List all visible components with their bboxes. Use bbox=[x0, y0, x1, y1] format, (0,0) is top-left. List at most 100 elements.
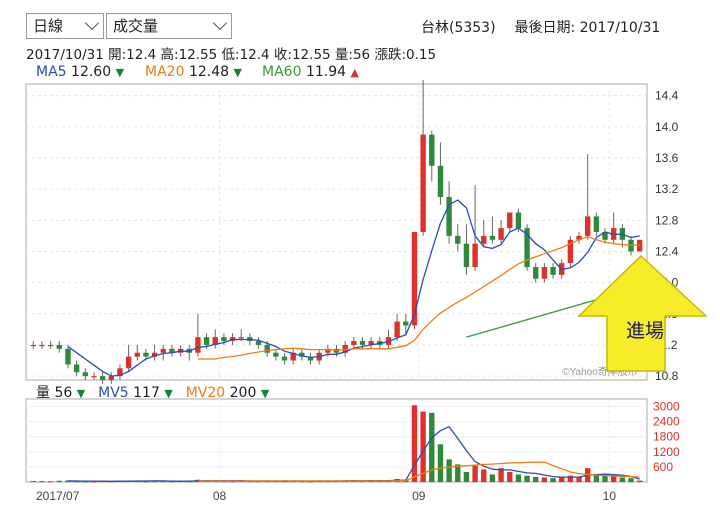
x-tick-label: 2017/07 bbox=[36, 489, 80, 503]
volume-bar bbox=[541, 477, 548, 482]
candle-body bbox=[108, 376, 114, 380]
quote-change: 漲跌:0.15 bbox=[374, 47, 437, 63]
candle bbox=[195, 313, 201, 357]
volume-bar bbox=[65, 480, 71, 482]
volume-bar bbox=[281, 481, 288, 483]
candle bbox=[108, 372, 114, 384]
volume-bar bbox=[567, 475, 574, 482]
candle bbox=[212, 329, 218, 349]
candle-body bbox=[567, 239, 574, 264]
volume-bar bbox=[229, 481, 236, 483]
volume-bar bbox=[559, 476, 565, 482]
volume-bar bbox=[429, 412, 435, 482]
candle-body bbox=[56, 344, 63, 349]
candle bbox=[481, 220, 487, 248]
volume-bar bbox=[610, 476, 617, 482]
candle-body bbox=[264, 344, 270, 353]
candle bbox=[290, 348, 296, 365]
candle bbox=[169, 344, 175, 357]
candle-body bbox=[169, 348, 175, 353]
volume-bar bbox=[602, 475, 608, 482]
candle bbox=[281, 352, 288, 365]
candle-body bbox=[533, 267, 539, 279]
volume-bar bbox=[515, 474, 522, 482]
candle bbox=[186, 344, 192, 361]
indicator-select[interactable]: 成交量 bbox=[106, 13, 232, 39]
volume-bar bbox=[472, 465, 478, 482]
candle bbox=[420, 80, 426, 236]
candle bbox=[30, 341, 37, 349]
candle bbox=[299, 348, 305, 361]
volume-bar bbox=[481, 469, 487, 482]
candle bbox=[99, 372, 106, 384]
volume-value: 56 bbox=[54, 385, 73, 401]
candle bbox=[472, 185, 478, 271]
candle-body bbox=[325, 348, 331, 353]
volume-legend: 量 56 ▼ MV5 117 ▼ MV20 200 ▼ bbox=[36, 382, 269, 402]
candle-body bbox=[99, 376, 106, 380]
candle-body bbox=[385, 337, 392, 345]
volume-bar bbox=[463, 471, 470, 482]
ma5-value: 12.60 bbox=[71, 64, 112, 80]
candle-body bbox=[394, 321, 400, 338]
volume-bar bbox=[507, 471, 513, 482]
candle-body bbox=[30, 344, 37, 347]
price-tick-label: 12.4 bbox=[655, 244, 679, 258]
candle-body bbox=[411, 232, 418, 326]
volume-bar bbox=[446, 459, 452, 482]
candle-body bbox=[507, 212, 513, 229]
x-tick-label: 08 bbox=[213, 489, 227, 503]
candle bbox=[533, 263, 539, 283]
quote-volume: 量:56 bbox=[334, 47, 371, 63]
candle-body bbox=[117, 368, 123, 377]
candle bbox=[351, 337, 357, 349]
price-tick-label: 10.8 bbox=[655, 369, 679, 383]
candle-body bbox=[290, 352, 296, 361]
candle-body bbox=[481, 235, 487, 244]
candle-body bbox=[498, 228, 504, 240]
volume-bar bbox=[39, 481, 45, 483]
candle-body bbox=[576, 235, 582, 240]
candle bbox=[394, 313, 400, 342]
candle-body bbox=[307, 356, 314, 361]
candle bbox=[39, 341, 45, 349]
candle bbox=[446, 181, 452, 244]
volume-tick-label: 2400 bbox=[653, 415, 680, 429]
candle bbox=[368, 337, 374, 349]
candle-body bbox=[359, 341, 366, 345]
volume-bar bbox=[576, 476, 582, 482]
mv5-line bbox=[67, 425, 640, 482]
candle bbox=[585, 154, 591, 240]
period-select[interactable]: 日線 bbox=[26, 13, 104, 39]
ma20-legend: MA20 12.48 ▼ bbox=[145, 64, 242, 80]
candle-body bbox=[125, 356, 132, 369]
candle-body bbox=[524, 228, 530, 268]
ma5-label: MA5 bbox=[36, 64, 67, 80]
candle-body bbox=[429, 134, 435, 166]
candle-body bbox=[299, 352, 305, 357]
candle-body bbox=[437, 165, 444, 197]
down-triangle-icon: ▼ bbox=[164, 387, 173, 400]
candle-body bbox=[221, 337, 227, 342]
volume-tick-label: 1200 bbox=[653, 445, 680, 459]
volume-bar bbox=[619, 477, 626, 482]
candle bbox=[576, 232, 582, 244]
candle bbox=[82, 368, 88, 380]
candle-body bbox=[255, 341, 262, 345]
candle-body bbox=[212, 337, 218, 345]
price-tick-label: 13.6 bbox=[655, 151, 679, 165]
candle-body bbox=[351, 341, 357, 345]
candle-body bbox=[446, 196, 452, 236]
ma60-legend: MA60 11.94 ▲ bbox=[262, 64, 359, 80]
candle bbox=[455, 224, 461, 252]
candle-body bbox=[489, 235, 496, 240]
volume-bar bbox=[533, 476, 539, 482]
candle bbox=[73, 360, 80, 377]
candle bbox=[255, 337, 262, 349]
candle bbox=[524, 224, 530, 271]
volume-bar bbox=[420, 411, 426, 482]
ma5-line bbox=[67, 199, 640, 377]
candle bbox=[498, 220, 504, 244]
candle bbox=[429, 130, 435, 182]
